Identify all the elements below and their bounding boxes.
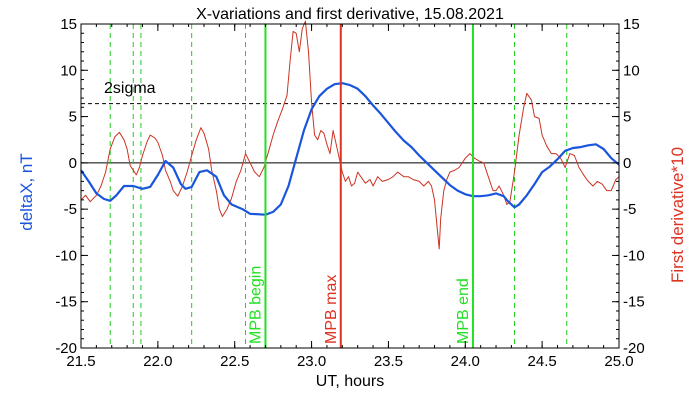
x-tick-label: 23.5: [374, 353, 403, 370]
y-left-tick-label: -10: [55, 247, 77, 264]
y-left-tick-label: 15: [60, 16, 77, 33]
derivative-series-line: [80, 20, 620, 250]
x-tick-label: 24.0: [451, 353, 480, 370]
deltax-series-line: [80, 82, 620, 216]
y-left-tick-label: -15: [55, 294, 77, 311]
plot-frame: [80, 23, 620, 349]
y-left-tick-label: 10: [60, 62, 77, 79]
y-right-tick-label: -5: [623, 201, 636, 218]
marker-label: MPB max: [323, 275, 340, 344]
y-right-tick-label: 5: [623, 109, 631, 126]
y-axis-left-label: deltaX, nT: [17, 153, 36, 231]
y-right-tick-label: 15: [623, 16, 640, 33]
y-left-tick-label: 0: [69, 155, 77, 172]
y-left-tick-label: 5: [69, 109, 77, 126]
x-tick-label: 24.5: [528, 353, 557, 370]
marker-label: MPB begin: [247, 266, 264, 344]
x-tick-label: 25.0: [604, 353, 633, 370]
y-axis-right-label: First derivative*10: [668, 147, 687, 283]
threshold-label: 2sigma: [104, 80, 156, 97]
tick-layer: 21.5 22.0 22.5 23.0 23.5 24.0 24.5 25.0-20 -20-1…: [55, 16, 644, 370]
marker-label: MPB end: [455, 278, 472, 344]
x-axis-label: UT, hours: [316, 373, 384, 390]
chart-title: X-variations and first derivative, 15.08…: [196, 6, 504, 23]
x-tick-label: 21.5: [66, 353, 95, 370]
y-right-tick-label: -20: [623, 340, 645, 357]
y-right-tick-label: -10: [623, 247, 645, 264]
y-left-tick-label: -20: [55, 340, 77, 357]
x-tick-label: 23.0: [297, 353, 326, 370]
x-tick-label: 22.5: [220, 353, 249, 370]
y-right-tick-label: 0: [623, 155, 631, 172]
y-right-tick-label: 10: [623, 62, 640, 79]
marker-layer: MPB begin MPB max MPB end: [247, 24, 474, 348]
y-left-tick-label: -5: [64, 201, 77, 218]
y-right-tick-label: -15: [623, 294, 645, 311]
series-layer: [80, 20, 620, 250]
x-tick-label: 22.0: [143, 353, 172, 370]
